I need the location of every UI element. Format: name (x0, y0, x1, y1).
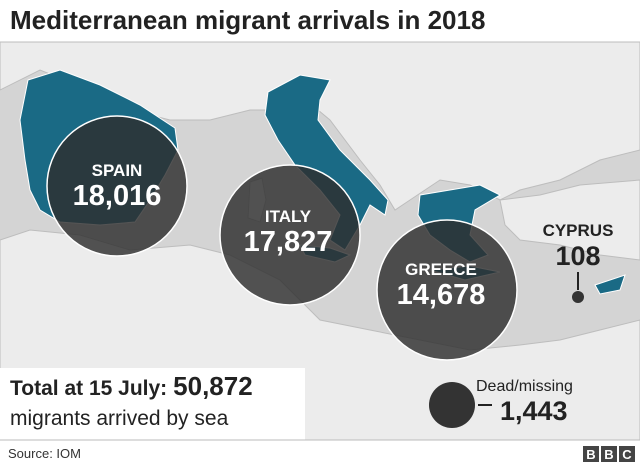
title: Mediterranean migrant arrivals in 2018 (10, 5, 485, 35)
total-value: 50,872 (173, 371, 253, 401)
total-label: Total at 15 July: 50,872 (10, 371, 253, 401)
total-label-text: Total at 15 July: (10, 377, 167, 400)
logo-letter: B (604, 447, 613, 462)
total-box (0, 368, 305, 440)
country-label: SPAIN (92, 161, 143, 180)
dead-missing-value: 1,443 (500, 396, 568, 426)
country-value: 108 (555, 241, 600, 271)
country-value: 14,678 (397, 279, 486, 311)
bubbles (46, 115, 518, 361)
italy-bubble (219, 164, 361, 306)
total-note: migrants arrived by sea (10, 407, 229, 430)
logo-letter: C (622, 447, 632, 462)
cyprus-shape (594, 274, 626, 295)
source: Source: IOM (8, 446, 81, 461)
country-label: GREECE (405, 260, 477, 279)
country-value: 18,016 (73, 180, 162, 212)
dead-missing-label: Dead/missing (476, 378, 573, 395)
country-label: CYPRUS (543, 221, 614, 240)
greece-bubble (376, 219, 518, 361)
logo-letter: B (586, 447, 595, 462)
country-label: ITALY (265, 207, 312, 226)
cyprus-dot (572, 291, 584, 303)
spain-bubble (46, 115, 188, 257)
dead-missing-bubble (429, 382, 475, 428)
country-value: 17,827 (244, 226, 333, 258)
